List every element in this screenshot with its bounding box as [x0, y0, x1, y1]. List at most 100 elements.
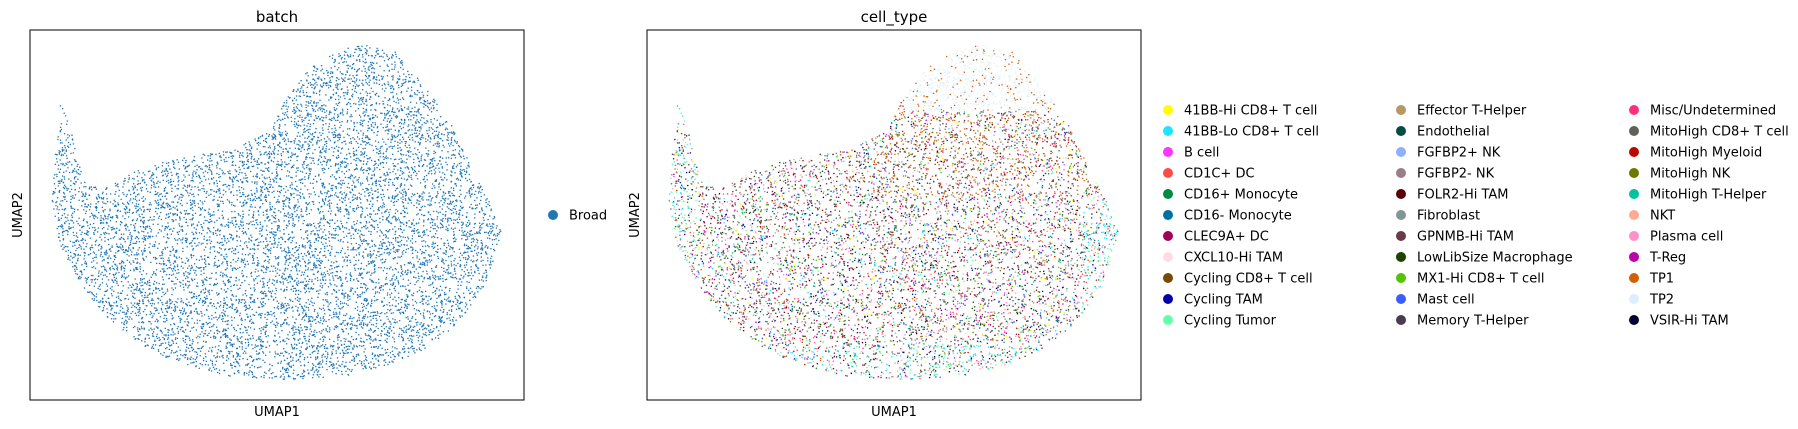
batch-point [318, 140, 321, 142]
batch-point [122, 192, 124, 194]
batch-point [84, 192, 87, 194]
batch-point [391, 304, 394, 306]
batch-point [365, 264, 368, 267]
batch-point [332, 348, 334, 351]
batch-point [325, 84, 328, 87]
batch-point [55, 204, 57, 207]
batch-point [205, 164, 207, 167]
batch-point [154, 256, 157, 259]
batch-point [89, 223, 92, 226]
batch-point [113, 290, 115, 292]
batch-point [102, 209, 104, 212]
batch-point [392, 96, 394, 99]
batch-point [303, 271, 306, 274]
batch-point [469, 196, 472, 198]
batch-point [221, 320, 224, 323]
batch-point [335, 303, 338, 306]
batch-point [141, 284, 144, 287]
batch-point [164, 229, 166, 231]
batch-point [199, 350, 202, 353]
batch-point [337, 154, 340, 157]
batch-point [410, 174, 412, 177]
batch-point [192, 193, 195, 195]
batch-point [148, 210, 151, 212]
batch-point [465, 303, 468, 306]
batch-point [347, 47, 349, 49]
batch-point [462, 257, 465, 259]
batch-point [205, 321, 208, 324]
batch-point [427, 218, 430, 220]
batch-point [260, 347, 263, 350]
batch-point [325, 149, 327, 152]
batch-point [204, 246, 207, 248]
batch-point [256, 244, 259, 247]
batch-point [292, 357, 294, 359]
batch-point [371, 218, 373, 220]
batch-point [312, 374, 315, 376]
batch-point [343, 347, 346, 349]
batch-point [162, 257, 164, 260]
batch-point [292, 329, 294, 331]
batch-point [369, 65, 371, 68]
batch-point [209, 169, 211, 171]
batch-point [459, 168, 462, 171]
batch-point [390, 145, 392, 148]
batch-point [433, 130, 436, 132]
batch-point [225, 151, 227, 153]
batch-point [196, 169, 198, 171]
batch-point [406, 116, 409, 118]
batch-point [375, 358, 377, 360]
batch-point [181, 307, 184, 309]
batch-point [397, 271, 400, 273]
batch-point [487, 257, 489, 259]
batch-point [328, 268, 331, 271]
batch-point [482, 285, 485, 288]
batch-point [283, 137, 285, 139]
batch-point [426, 100, 429, 102]
batch-point [428, 259, 431, 261]
batch-point [186, 280, 189, 283]
batch-point [312, 230, 314, 232]
batch-point [309, 261, 311, 264]
batch-point [370, 71, 373, 74]
batch-point [399, 139, 401, 141]
batch-point [321, 359, 324, 361]
batch-point [368, 366, 371, 368]
batch-point [269, 218, 271, 221]
batch-point [231, 217, 233, 219]
batch-point [434, 227, 436, 230]
batch-point [334, 229, 337, 232]
batch-point [84, 181, 86, 183]
batch-point [357, 142, 359, 145]
batch-point [247, 362, 250, 365]
batch-point [395, 177, 397, 179]
batch-point [314, 265, 316, 268]
batch-point [350, 243, 353, 245]
batch-point [441, 197, 444, 200]
batch-point [81, 231, 83, 234]
batch-point [347, 340, 350, 343]
batch-point [307, 147, 310, 150]
batch-point [417, 331, 420, 334]
batch-point [328, 112, 331, 114]
batch-point [431, 224, 434, 227]
batch-point [209, 236, 211, 238]
batch-point [424, 170, 427, 172]
batch-point [59, 126, 62, 129]
batch-point [148, 293, 151, 296]
batch-point [104, 236, 106, 239]
batch-point [184, 176, 186, 178]
batch-point [436, 236, 439, 239]
batch-point [392, 336, 394, 339]
batch-point [164, 225, 167, 228]
batch-point [261, 350, 264, 353]
batch-point [476, 239, 479, 242]
batch-point [130, 223, 132, 226]
batch-point [310, 300, 312, 302]
batch-point [142, 195, 145, 198]
batch-point [143, 277, 145, 280]
batch-point [140, 326, 143, 328]
batch-point [391, 195, 394, 197]
batch-point [491, 225, 493, 227]
batch-point [303, 253, 306, 255]
